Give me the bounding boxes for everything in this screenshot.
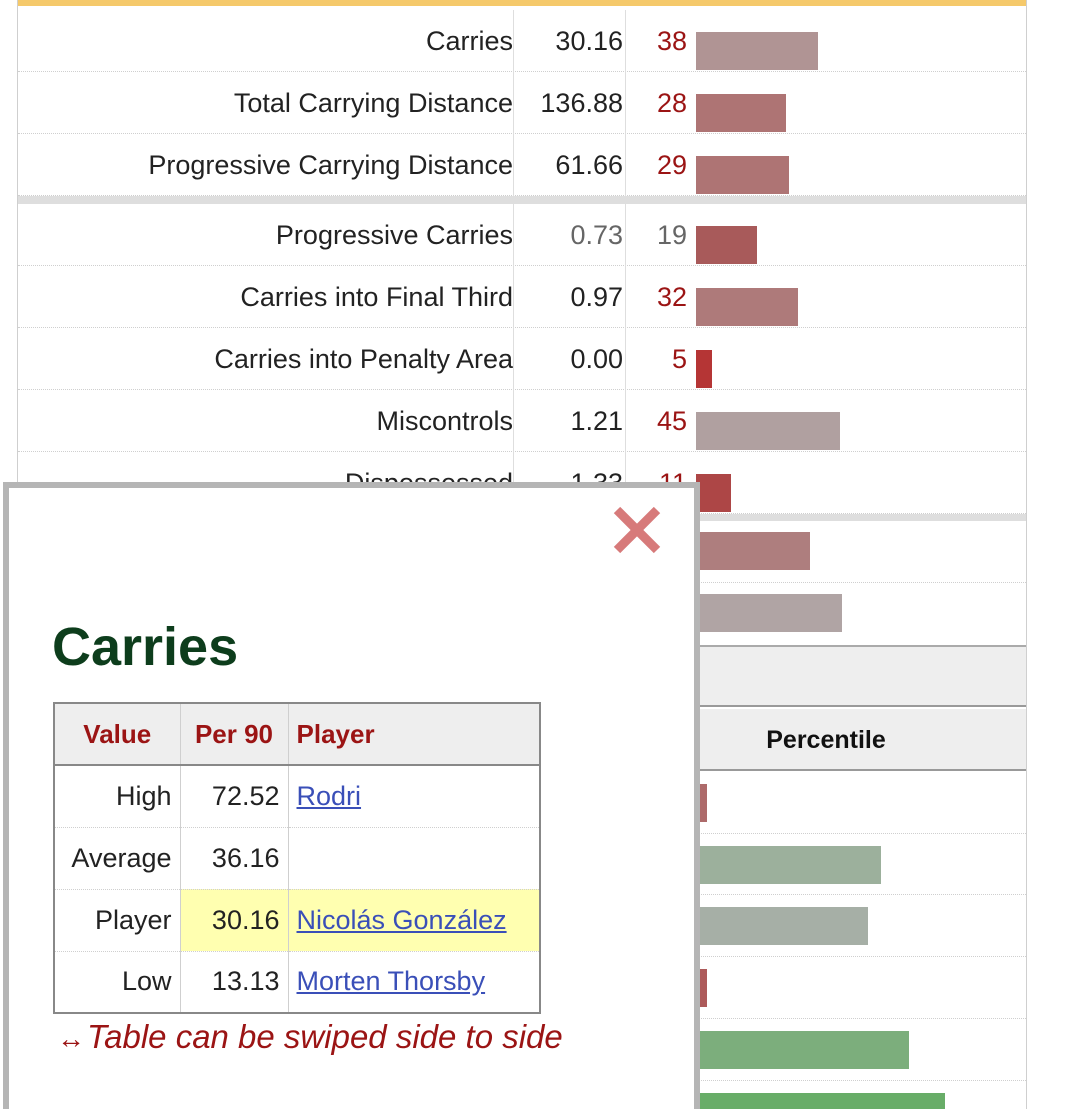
row-value-label: High [54,765,181,828]
stat-label[interactable]: Total Carrying Distance [233,88,513,118]
percentile-bar [695,846,881,884]
stat-percentile: 5 [625,328,687,390]
percentile-bar [696,156,789,194]
row-divider [686,956,1026,957]
group-separator [18,196,1026,204]
column-header-per90[interactable]: Per 90 [180,703,289,766]
percentile-bar [696,474,732,512]
stat-detail-popup: Carries Value Per 90 Player High 72.52 R… [3,482,700,1109]
percentile-bar [696,412,840,450]
player-link[interactable]: Morten Thorsby [296,966,486,997]
swipe-hint-text: Table can be swiped side to side [87,1018,563,1055]
player-link[interactable]: Nicolás González [296,904,507,935]
stat-percentile: 28 [625,72,687,134]
close-icon[interactable] [609,502,665,558]
percentile-bar [696,350,712,388]
swipe-arrow-icon: ↔ [57,1023,85,1054]
popup-title: Carries [52,617,239,677]
row-per90: 30.16 [180,889,289,952]
stat-percentile: 29 [625,134,687,196]
column-header-player[interactable]: Player [288,703,541,766]
stat-value: 0.97 [513,266,623,328]
stat-label[interactable]: Carries into Final Third [240,282,513,312]
row-per90: 13.13 [180,951,289,1014]
row-player: Nicolás González [288,889,541,952]
table-row[interactable]: Miscontrols 1.21 45 [18,390,1026,452]
table-row[interactable]: Progressive Carrying Distance 61.66 29 [18,134,1026,196]
percentile-bar [696,32,818,70]
table-row[interactable]: Total Carrying Distance 136.88 28 [18,72,1026,134]
percentile-bar [695,594,843,632]
row-player [288,827,541,890]
row-divider [686,1080,1026,1081]
player-link[interactable]: Rodri [296,780,362,811]
table-top-border [18,0,1026,10]
percentile-bar [696,226,757,264]
stat-value: 30.16 [513,10,623,72]
percentile-bar [696,288,799,326]
table-row[interactable]: Carries 30.16 38 [18,10,1026,72]
row-player: Morten Thorsby [288,951,541,1014]
stat-value: 61.66 [513,134,623,196]
percentile-bar [695,907,868,945]
stat-value: 136.88 [513,72,623,134]
percentile-bar [695,1031,910,1069]
stat-label[interactable]: Progressive Carrying Distance [148,150,513,180]
percentile-header-label: Percentile [766,726,886,754]
stat-percentile: 19 [625,204,687,266]
row-divider [686,582,1026,583]
stat-percentile: 32 [625,266,687,328]
row-per90: 72.52 [180,765,289,828]
row-per90: 36.16 [180,827,289,890]
table-row: Average 36.16 [54,827,541,890]
stat-value: 0.73 [513,204,623,266]
stat-percentile: 38 [625,10,687,72]
table-row-highlighted: Player 30.16 Nicolás González [54,889,541,952]
comparison-table: Value Per 90 Player High 72.52 Rodri Ave… [53,702,541,1014]
table-header-row: Value Per 90 Player [54,703,541,766]
row-divider [686,833,1026,834]
percentile-column-header[interactable]: Percentile [686,709,1026,771]
stat-value: 1.21 [513,390,623,452]
row-value-label: Average [54,827,181,890]
stat-label[interactable]: Carries [425,26,513,56]
row-divider [686,894,1026,895]
section-header-band [686,645,1026,707]
row-player: Rodri [288,765,541,828]
percentile-bar [696,94,786,132]
stat-value: 0.00 [513,328,623,390]
stat-label[interactable]: Carries into Penalty Area [214,344,513,374]
table-row: High 72.52 Rodri [54,765,541,828]
stat-percentile: 45 [625,390,687,452]
table-row: Low 13.13 Morten Thorsby [54,951,541,1014]
row-value-label: Player [54,889,181,952]
row-divider [686,1018,1026,1019]
stat-label[interactable]: Miscontrols [376,406,513,436]
column-header-value[interactable]: Value [54,703,181,766]
percentile-bar [695,1093,945,1109]
table-row[interactable]: Carries into Penalty Area 0.00 5 [18,328,1026,390]
table-row[interactable]: Progressive Carries 0.73 19 [18,204,1026,266]
row-value-label: Low [54,951,181,1014]
swipe-hint: ↔Table can be swiped side to side [57,1018,563,1056]
percentile-bar [695,532,811,570]
table-row[interactable]: Carries into Final Third 0.97 32 [18,266,1026,328]
stat-label[interactable]: Progressive Carries [275,220,513,250]
